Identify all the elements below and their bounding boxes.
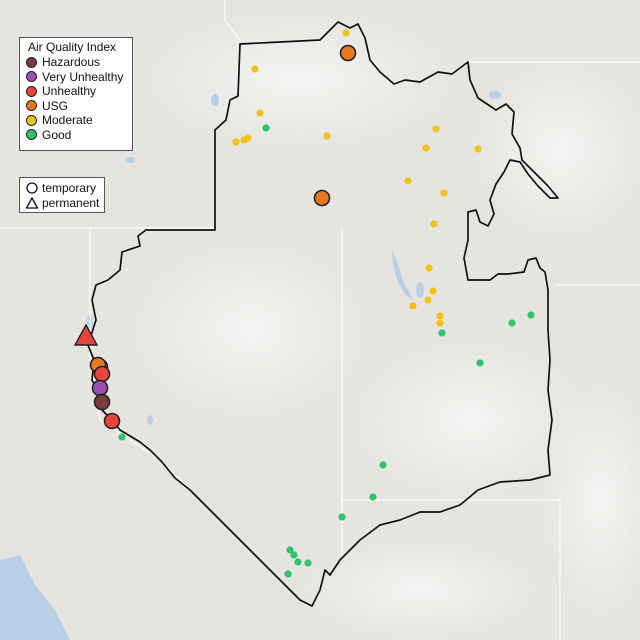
monitor-moderate-temporary[interactable] <box>425 264 433 272</box>
monitor-moderate-temporary[interactable] <box>429 287 437 295</box>
monitor-moderate-temporary[interactable] <box>424 296 432 304</box>
monitor-good-temporary[interactable] <box>438 329 446 337</box>
monitor-type-legend: temporary permanent <box>19 177 105 213</box>
legend-label: USG <box>42 98 69 113</box>
monitor-markers <box>73 29 535 578</box>
monitor-moderate-temporary[interactable] <box>404 177 412 185</box>
legend-item-very-unhealthy: Very Unhealthy <box>20 70 132 85</box>
monitor-moderate-temporary[interactable] <box>342 29 350 37</box>
monitor-hazardous-temporary[interactable] <box>93 393 111 411</box>
monitor-very-unhealthy-temporary[interactable] <box>91 379 109 397</box>
legend-label: temporary <box>42 181 97 196</box>
monitor-good-temporary[interactable] <box>369 493 377 501</box>
legend-item-unhealthy: Unhealthy <box>20 84 132 99</box>
legend-label: Hazardous <box>42 55 101 70</box>
monitor-moderate-temporary[interactable] <box>474 145 482 153</box>
monitor-moderate-temporary[interactable] <box>436 312 444 320</box>
monitor-good-temporary[interactable] <box>379 461 387 469</box>
monitor-moderate-temporary[interactable] <box>432 125 440 133</box>
legend-label: permanent <box>42 195 100 210</box>
monitor-good-temporary[interactable] <box>284 570 292 578</box>
monitor-moderate-temporary[interactable] <box>440 189 448 197</box>
monitor-good-temporary[interactable] <box>262 124 270 132</box>
legend-item-usg: USG <box>20 99 132 114</box>
monitor-usg-temporary[interactable] <box>339 44 357 62</box>
legend-label: Very Unhealthy <box>42 69 124 84</box>
terrain-shading <box>130 10 640 640</box>
monitor-good-temporary[interactable] <box>527 311 535 319</box>
monitor-moderate-temporary[interactable] <box>232 138 240 146</box>
legend-item-hazardous: Hazardous <box>20 55 132 70</box>
monitor-good-temporary[interactable] <box>290 551 298 559</box>
monitor-moderate-temporary[interactable] <box>409 302 417 310</box>
ocean-area <box>0 555 70 640</box>
monitor-unhealthy-temporary[interactable] <box>93 365 111 383</box>
legend-label: Moderate <box>42 113 93 128</box>
monitor-moderate-temporary[interactable] <box>422 144 430 152</box>
monitor-moderate-temporary[interactable] <box>256 109 264 117</box>
monitor-good-temporary[interactable] <box>508 319 516 327</box>
study-area-boundary <box>87 21 559 607</box>
unhealthy-swatch <box>26 85 37 97</box>
circle-icon <box>26 182 38 194</box>
legend-item-permanent: permanent <box>20 196 104 211</box>
legend-label: Unhealthy <box>42 84 97 99</box>
usg-swatch <box>26 100 37 112</box>
lakes <box>87 91 501 425</box>
monitor-moderate-temporary[interactable] <box>251 65 259 73</box>
moderate-swatch <box>26 114 37 126</box>
aqi-legend: Air Quality Index Hazardous Very Unhealt… <box>19 37 133 151</box>
monitor-moderate-temporary[interactable] <box>436 319 444 327</box>
legend-item-moderate: Moderate <box>20 113 132 128</box>
monitor-moderate-temporary[interactable] <box>244 134 252 142</box>
monitor-good-temporary[interactable] <box>286 546 294 554</box>
aqi-legend-title: Air Quality Index <box>28 40 117 54</box>
monitor-good-temporary[interactable] <box>294 558 302 566</box>
monitor-good-temporary[interactable] <box>338 513 346 521</box>
legend-item-temporary: temporary <box>20 181 104 196</box>
hazardous-swatch <box>26 56 37 68</box>
triangle-icon <box>26 196 38 209</box>
legend-label: Good <box>42 127 72 142</box>
monitor-good-temporary[interactable] <box>476 359 484 367</box>
monitor-moderate-temporary[interactable] <box>430 220 438 228</box>
monitor-good-temporary[interactable] <box>304 559 312 567</box>
very-unhealthy-swatch <box>26 71 37 83</box>
monitor-moderate-temporary[interactable] <box>323 132 331 140</box>
monitor-unhealthy-temporary[interactable] <box>103 412 121 430</box>
good-swatch <box>26 129 37 141</box>
monitor-unhealthy-permanent[interactable] <box>73 323 99 346</box>
legend-item-good: Good <box>20 128 132 143</box>
monitor-good-temporary[interactable] <box>118 433 126 441</box>
monitor-usg-temporary[interactable] <box>313 189 331 207</box>
